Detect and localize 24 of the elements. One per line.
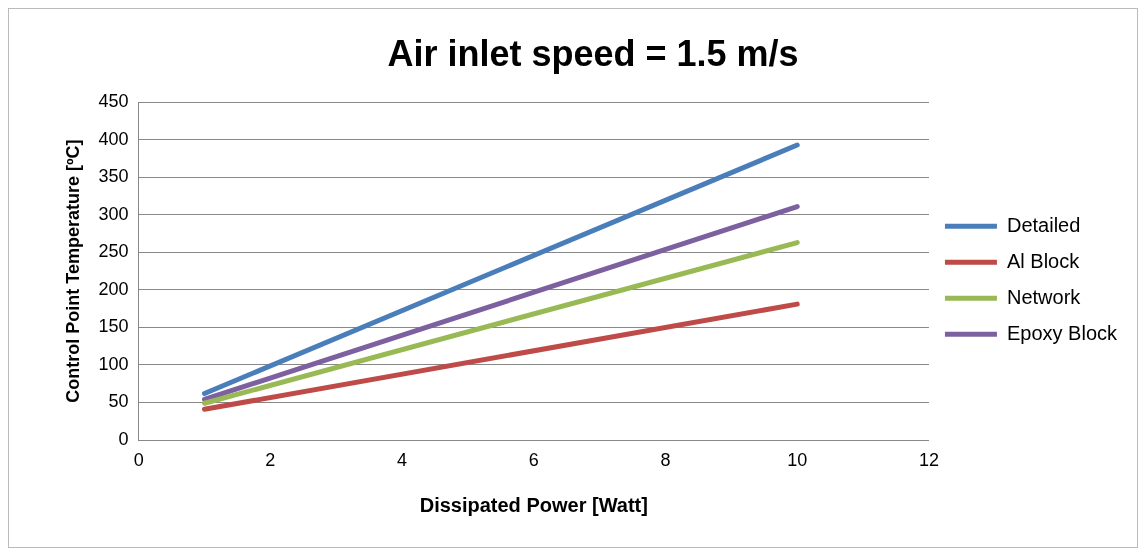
- x-tick-label: 0: [133, 449, 144, 470]
- y-axis-title: Control Point Temperature [ºC]: [62, 139, 83, 403]
- chart-title: Air inlet speed = 1.5 m/s: [387, 32, 799, 74]
- y-tick-label: 250: [98, 241, 129, 262]
- legend-label: Network: [1006, 285, 1082, 308]
- legend-label: Detailed: [1006, 213, 1081, 236]
- x-axis-title: Dissipated Power [Watt]: [419, 493, 648, 516]
- y-tick-label: 0: [118, 428, 129, 449]
- x-tick-label: 6: [528, 449, 539, 470]
- y-tick-label: 300: [98, 203, 129, 224]
- y-tick-label: 400: [98, 128, 129, 149]
- y-tick-label: 350: [98, 166, 129, 187]
- y-tick-label: 200: [98, 278, 129, 299]
- x-tick-label: 8: [660, 449, 671, 470]
- y-tick-label: 150: [98, 316, 129, 337]
- y-tick-label: 50: [108, 391, 129, 412]
- y-tick-label: 450: [98, 91, 129, 112]
- x-tick-label: 2: [265, 449, 276, 470]
- y-tick-label: 100: [98, 353, 129, 374]
- x-tick-label: 12: [918, 449, 939, 470]
- x-tick-label: 4: [397, 449, 408, 470]
- x-tick-label: 10: [787, 449, 808, 470]
- legend-label: Epoxy Block: [1006, 321, 1118, 344]
- legend-label: Al Block: [1006, 249, 1081, 272]
